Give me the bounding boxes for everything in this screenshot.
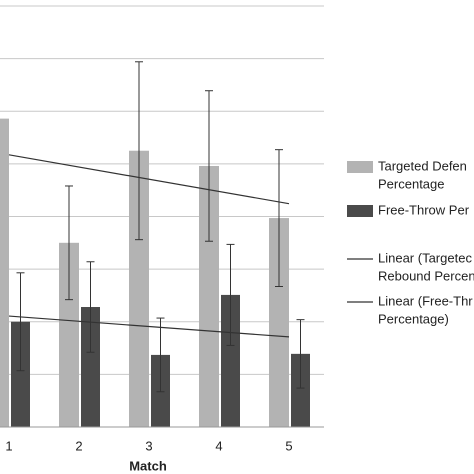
error-bar: [226, 243, 235, 346]
legend-label: Percentage): [378, 311, 449, 326]
trendline: [8, 315, 290, 338]
error-bar: [135, 61, 143, 241]
trendline: [8, 154, 290, 205]
error-bar: [65, 185, 73, 301]
error-bar: [296, 319, 305, 389]
legend-label: Linear (Targetec: [378, 250, 472, 265]
bar: [199, 165, 219, 428]
legend-swatch: [347, 205, 373, 217]
legend-swatch: [347, 161, 373, 173]
bar: [81, 307, 100, 427]
error-bar: [86, 261, 95, 353]
legend-label: Free-Throw Per: [378, 202, 470, 217]
x-tick-label: 3: [145, 438, 152, 453]
x-tick-label: 4: [215, 438, 222, 453]
bar: [59, 242, 79, 427]
x-axis-label: Match: [129, 458, 167, 473]
error-bar: [156, 317, 165, 393]
legend-label: Targeted Defen: [378, 158, 467, 173]
bar: [11, 321, 30, 427]
legend-label: Rebound Percen: [378, 268, 474, 283]
bar: [291, 353, 310, 427]
bar: [0, 118, 9, 428]
legend-label: Linear (Free-Thr: [378, 293, 473, 308]
bar: [269, 218, 289, 427]
x-tick-label: 5: [285, 438, 292, 453]
error-bar: [275, 149, 283, 287]
legend-label: Percentage: [378, 176, 445, 191]
bar: [221, 294, 240, 427]
bar: [129, 150, 149, 427]
error-bar: [16, 272, 25, 372]
x-tick-label: 2: [75, 438, 82, 453]
x-tick-label: 1: [5, 438, 12, 453]
error-bar: [205, 90, 213, 242]
